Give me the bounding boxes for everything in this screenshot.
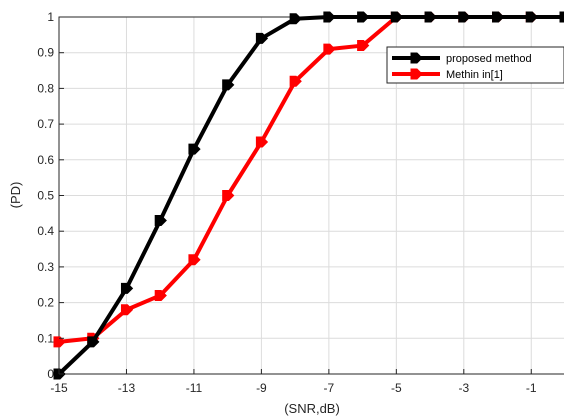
y-tick-label: 0.4 <box>37 224 54 238</box>
x-tick-label: -1 <box>526 381 537 395</box>
x-tick-label: -15 <box>50 381 68 395</box>
legend-entry: proposed method <box>392 52 532 65</box>
x-tick-label: -7 <box>324 381 335 395</box>
data-point <box>255 32 269 44</box>
data-point <box>492 11 505 23</box>
data-point <box>357 11 370 23</box>
x-tick-label: -11 <box>186 381 203 395</box>
series-0 <box>53 11 564 380</box>
x-axis-label: (SNR,dB) <box>284 401 340 416</box>
data-point <box>525 11 538 23</box>
y-tick-label: 0.5 <box>37 189 54 203</box>
series-layer <box>53 11 564 380</box>
legend-label: Methin in[1] <box>446 69 503 81</box>
legend-label: proposed method <box>446 53 532 65</box>
x-tick-label: -3 <box>458 381 469 395</box>
x-tick-label: -9 <box>256 381 267 395</box>
legend-marker <box>410 68 423 80</box>
data-point <box>222 79 235 91</box>
data-point <box>458 11 471 23</box>
legend-entry: Methin in[1] <box>392 68 503 81</box>
data-point <box>559 11 564 23</box>
y-tick-label: 0.2 <box>37 296 54 310</box>
tick-labels: -15 -13 -11 -9 -7 -5 -3 -1 0 0.1 0.2 0.3 0.4 0.5 0.6 0.… <box>37 10 537 395</box>
y-tick-label: 0.6 <box>37 153 54 167</box>
y-axis-label: (PD) <box>8 182 23 209</box>
data-point <box>289 75 302 87</box>
y-tick-label: 0.9 <box>37 46 54 60</box>
data-point <box>289 13 302 25</box>
data-point <box>188 254 201 266</box>
legend: proposed method Methin in[1] <box>386 46 564 84</box>
x-tick-label: -5 <box>391 381 402 395</box>
y-tick-label: 0.8 <box>37 81 54 95</box>
data-point <box>222 190 235 201</box>
data-point <box>154 289 167 301</box>
data-point <box>120 304 134 316</box>
data-point <box>357 40 370 52</box>
y-tick-label: 0.3 <box>37 260 54 274</box>
series-line <box>57 15 564 376</box>
data-point <box>53 336 66 348</box>
data-point <box>323 43 336 55</box>
data-point <box>154 214 167 226</box>
y-tick-label: 0.7 <box>37 117 54 131</box>
data-point <box>323 11 336 23</box>
data-point <box>255 136 269 148</box>
x-tick-label: -13 <box>118 381 136 395</box>
y-tick-label: 1 <box>47 10 54 24</box>
y-tick-label: 0 <box>47 367 54 381</box>
data-point <box>120 282 134 294</box>
data-point <box>390 11 404 23</box>
legend-marker <box>410 52 423 64</box>
data-point <box>424 11 437 23</box>
data-point <box>188 143 201 155</box>
y-tick-label: 0.1 <box>37 331 54 345</box>
data-point <box>87 336 100 348</box>
